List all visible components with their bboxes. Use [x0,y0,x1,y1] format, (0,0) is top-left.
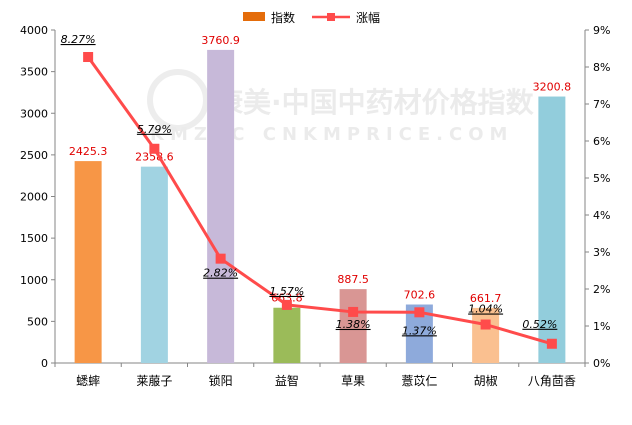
line-value-label: 8.27% [61,33,96,46]
watermark-text: 康美·中国中药材价格指数 [215,86,535,119]
line-value-label: 5.79% [137,123,172,136]
line-point [281,299,292,310]
y-right-tick-label: 1% [593,320,610,333]
y-right-tick-label: 9% [593,24,610,37]
category-label: 锁阳 [209,373,233,388]
bar [472,307,500,363]
y-right-tick-label: 2% [593,283,610,296]
y-left-tick-label: 500 [27,315,48,328]
category-label: 蟋蟀 [76,373,100,388]
line-point [546,338,557,349]
bar-value-label: 2358.6 [135,151,174,164]
line-value-label: 1.38% [336,318,371,331]
axes: 0 500 1000 1500 2000 2500 3000 3500 4000 0% 1% 2% 3%… [20,24,610,370]
bar [74,161,102,363]
line-point [83,52,94,63]
line-point [348,306,359,317]
bar [273,307,301,363]
line-point [149,143,160,154]
category-label: 草果 [341,374,365,388]
category-label: 莱菔子 [136,374,172,388]
category-label: 八角茴香 [528,374,576,388]
legend-line-marker [327,13,335,21]
line-value-labels: 8.27% 5.79% 2.82% 1.57% 1.38% 1.37% 1.04% 0.52% [61,33,558,337]
bar [140,166,168,363]
legend-bar-label: 指数 [271,10,295,25]
bar-value-label: 887.5 [337,273,369,286]
y-left-tick-label: 1500 [20,232,48,245]
bar-value-label: 663.8 [271,292,303,305]
legend-bar-swatch [243,12,265,21]
watermark-subtext: KMZYC CNKMPRICE.COM [150,124,513,145]
y-left-tick-label: 2500 [20,149,48,162]
line-point [480,319,491,330]
line-value-label: 0.52% [522,318,557,331]
bar-value-labels: 2425.3 2358.6 3760.9 663.8 887.5 702.6 661.7 32… [69,34,571,305]
y-right-tick-label: 6% [593,135,610,148]
bar-series [74,49,566,364]
bar [538,96,566,364]
bar-value-label: 3200.8 [533,81,572,94]
bar-value-label: 702.6 [404,289,436,302]
y-left-tick-label: 2000 [20,191,48,204]
y-right-tick-label: 5% [593,172,610,185]
bar-value-label: 2425.3 [69,145,108,158]
y-left-tick-label: 4000 [20,24,48,37]
bar [207,49,235,363]
y-left-tick-label: 3000 [20,107,48,120]
y-right-tick-label: 3% [593,246,610,259]
category-labels: 蟋蟀 莱菔子 锁阳 益智 草果 薏苡仁 胡椒 八角茴香 [76,373,576,388]
bar-value-label: 3760.9 [201,34,240,47]
line-value-label: 1.57% [269,285,304,298]
category-label: 薏苡仁 [401,374,437,388]
watermark: 康美·中国中药材价格指数 KMZYC CNKMPRICE.COM [147,69,535,145]
category-label: 胡椒 [474,374,498,388]
category-label: 益智 [275,373,299,388]
line-point [414,307,425,318]
bar [339,289,367,363]
line-path [86,56,553,346]
legend: 指数 涨幅 [243,10,380,25]
y-left-tick-label: 1000 [20,274,48,287]
line-value-label: 1.04% [468,303,503,316]
y-right-tick-label: 4% [593,209,610,222]
line-series [83,52,557,349]
y-right-tick-label: 8% [593,61,610,74]
y-left-tick-label: 0 [41,357,48,370]
y-right-tick-label: 7% [593,98,610,111]
bar-value-label: 661.7 [470,292,502,305]
y-left-tick-label: 3500 [20,66,48,79]
legend-line-label: 涨幅 [356,10,380,25]
line-value-label: 2.82% [203,267,238,280]
y-right-tick-label: 0% [593,357,610,370]
line-point [215,253,226,264]
line-value-label: 1.37% [402,324,437,337]
